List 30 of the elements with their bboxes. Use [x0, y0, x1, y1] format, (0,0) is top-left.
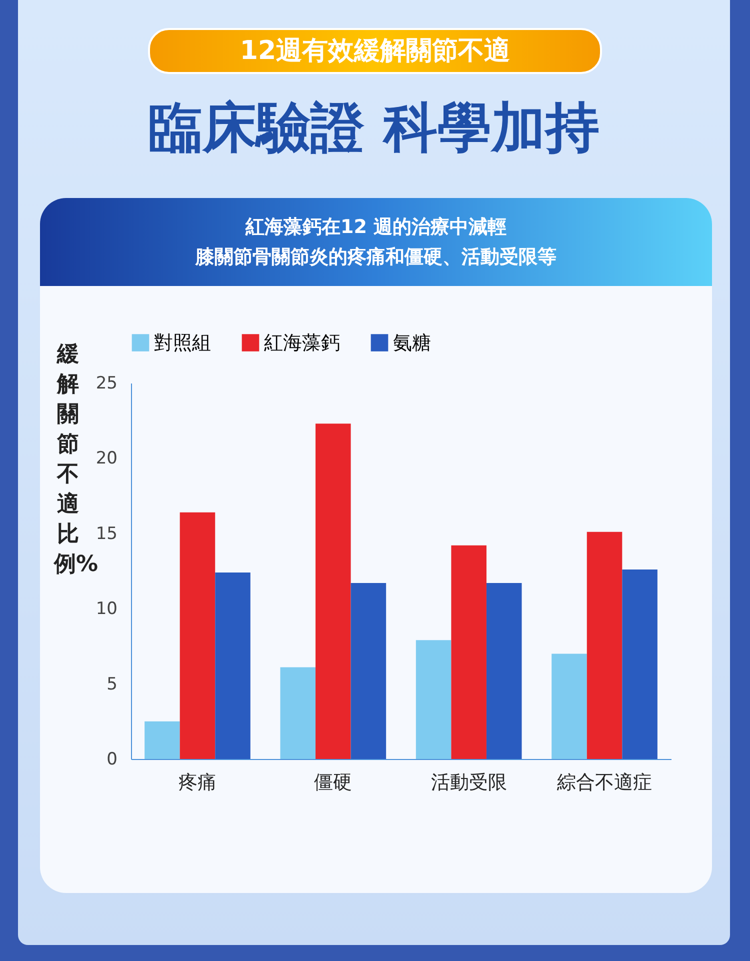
- legend-label: 對照組: [154, 332, 211, 354]
- y-tick-label: 5: [106, 674, 118, 694]
- bar: [486, 583, 522, 759]
- bar: [316, 424, 351, 759]
- text: 膝關節骨關節炎的疼痛和僵硬、活動受限等: [194, 245, 558, 270]
- bar: [144, 721, 180, 759]
- chart-title: 12週有效緩解關節不適: [148, 28, 602, 74]
- bar: [552, 654, 587, 759]
- y-tick-label: 10: [96, 599, 118, 620]
- y-axis-title: 緩解關節不適比例%: [54, 341, 98, 579]
- x-tick-label: 活動受限: [430, 772, 507, 794]
- legend-label: 紅海藻鈣: [264, 332, 340, 354]
- x-tick-label: 僵硬: [314, 772, 352, 794]
- bar: [350, 583, 386, 759]
- bar: [280, 667, 316, 759]
- y-tick-label: 25: [96, 374, 118, 394]
- bar: [416, 640, 452, 759]
- y-tick-label: 15: [96, 524, 118, 544]
- bar: [622, 569, 658, 759]
- bar: [180, 512, 216, 759]
- chart-subtitle: 臨床驗證 科學加持: [148, 95, 600, 161]
- x-tick-label: 綜合不適症: [556, 772, 652, 794]
- text: 紅海藻鈣在12 週的治療中減輕: [244, 215, 508, 240]
- bar: [215, 572, 250, 759]
- y-tick-label: 20: [96, 448, 118, 469]
- x-tick-label: 疼痛: [178, 772, 216, 794]
- legend-label: 氨糖: [393, 332, 431, 354]
- bar: [586, 532, 622, 759]
- y-tick-label: 0: [106, 750, 118, 770]
- bar: [451, 545, 486, 759]
